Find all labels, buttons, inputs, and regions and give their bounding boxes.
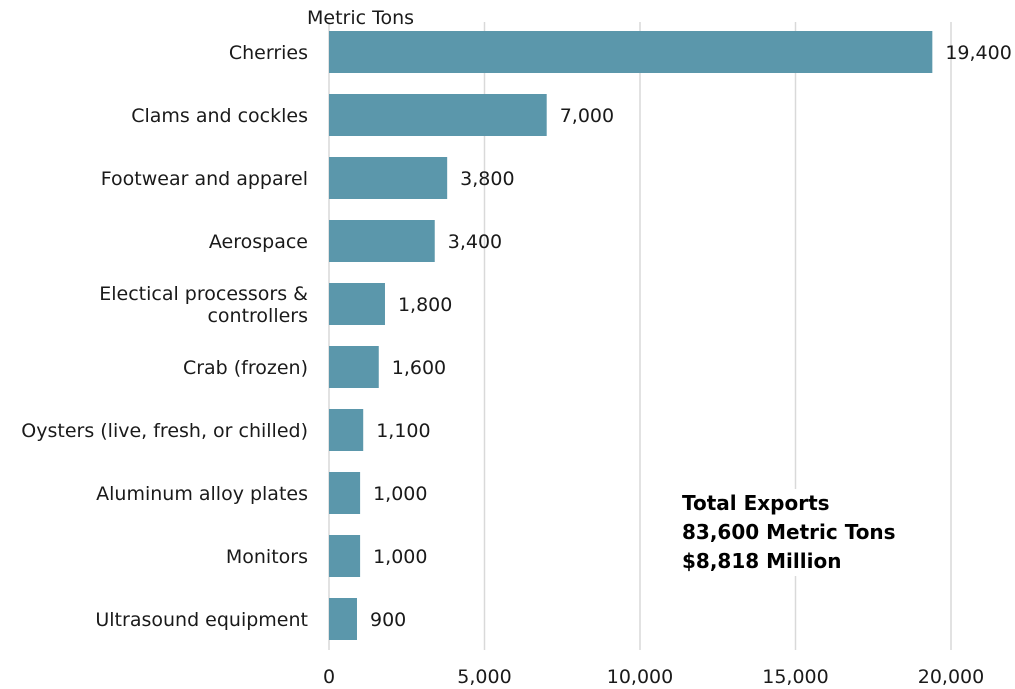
annotation-line-tons: 83,600 Metric Tons <box>682 520 896 544</box>
value-label: 1,100 <box>376 420 430 442</box>
category-label: Aerospace <box>209 231 308 253</box>
bar <box>329 283 385 325</box>
category-label: Footwear and apparel <box>101 168 308 190</box>
bar <box>329 31 933 73</box>
unit-label: Metric Tons <box>307 7 414 29</box>
x-axis-ticks: 0 5,000 10,000 15,000 20,000 <box>323 666 984 688</box>
category-label: Cherries <box>229 42 308 64</box>
bar <box>329 157 448 199</box>
x-tick-label: 15,000 <box>762 666 828 688</box>
value-label: 3,400 <box>448 231 502 253</box>
x-tick-label: 5,000 <box>457 666 511 688</box>
annotation-line-value: $8,818 Million <box>682 549 842 573</box>
total-exports-annotation: Total Exports 83,600 Metric Tons $8,818 … <box>678 489 900 576</box>
category-label: Crab (frozen) <box>183 357 308 379</box>
bar <box>329 346 379 388</box>
category-label: Clams and cockles <box>131 105 308 127</box>
bar <box>329 472 361 514</box>
category-label: Ultrasound equipment <box>95 609 308 631</box>
value-label: 7,000 <box>560 105 614 127</box>
category-label: controllers <box>207 305 308 327</box>
annotation-line-title: Total Exports <box>682 491 830 515</box>
value-label: 1,000 <box>373 483 427 505</box>
category-label: Electical processors & <box>99 283 308 305</box>
value-label: 1,000 <box>373 546 427 568</box>
category-label: Aluminum alloy plates <box>96 483 308 505</box>
bar <box>329 598 357 640</box>
bar <box>329 94 547 136</box>
category-label: Oysters (live, fresh, or chilled) <box>21 420 308 442</box>
value-label: 3,800 <box>460 168 514 190</box>
bar <box>329 409 364 451</box>
category-labels: Cherries Clams and cockles Footwear and ap… <box>21 42 308 631</box>
value-label: 1,600 <box>392 357 446 379</box>
bar <box>329 535 361 577</box>
x-tick-label: 0 <box>323 666 335 688</box>
bar <box>329 220 435 262</box>
value-label: 19,400 <box>945 42 1011 64</box>
category-label: Monitors <box>226 546 308 568</box>
value-labels: 19,400 7,000 3,800 3,400 1,800 1,600 1,100 1,00… <box>370 42 1012 631</box>
value-label: 1,800 <box>398 294 452 316</box>
x-tick-label: 10,000 <box>607 666 673 688</box>
x-tick-label: 20,000 <box>918 666 984 688</box>
bars <box>329 31 933 640</box>
value-label: 900 <box>370 609 406 631</box>
